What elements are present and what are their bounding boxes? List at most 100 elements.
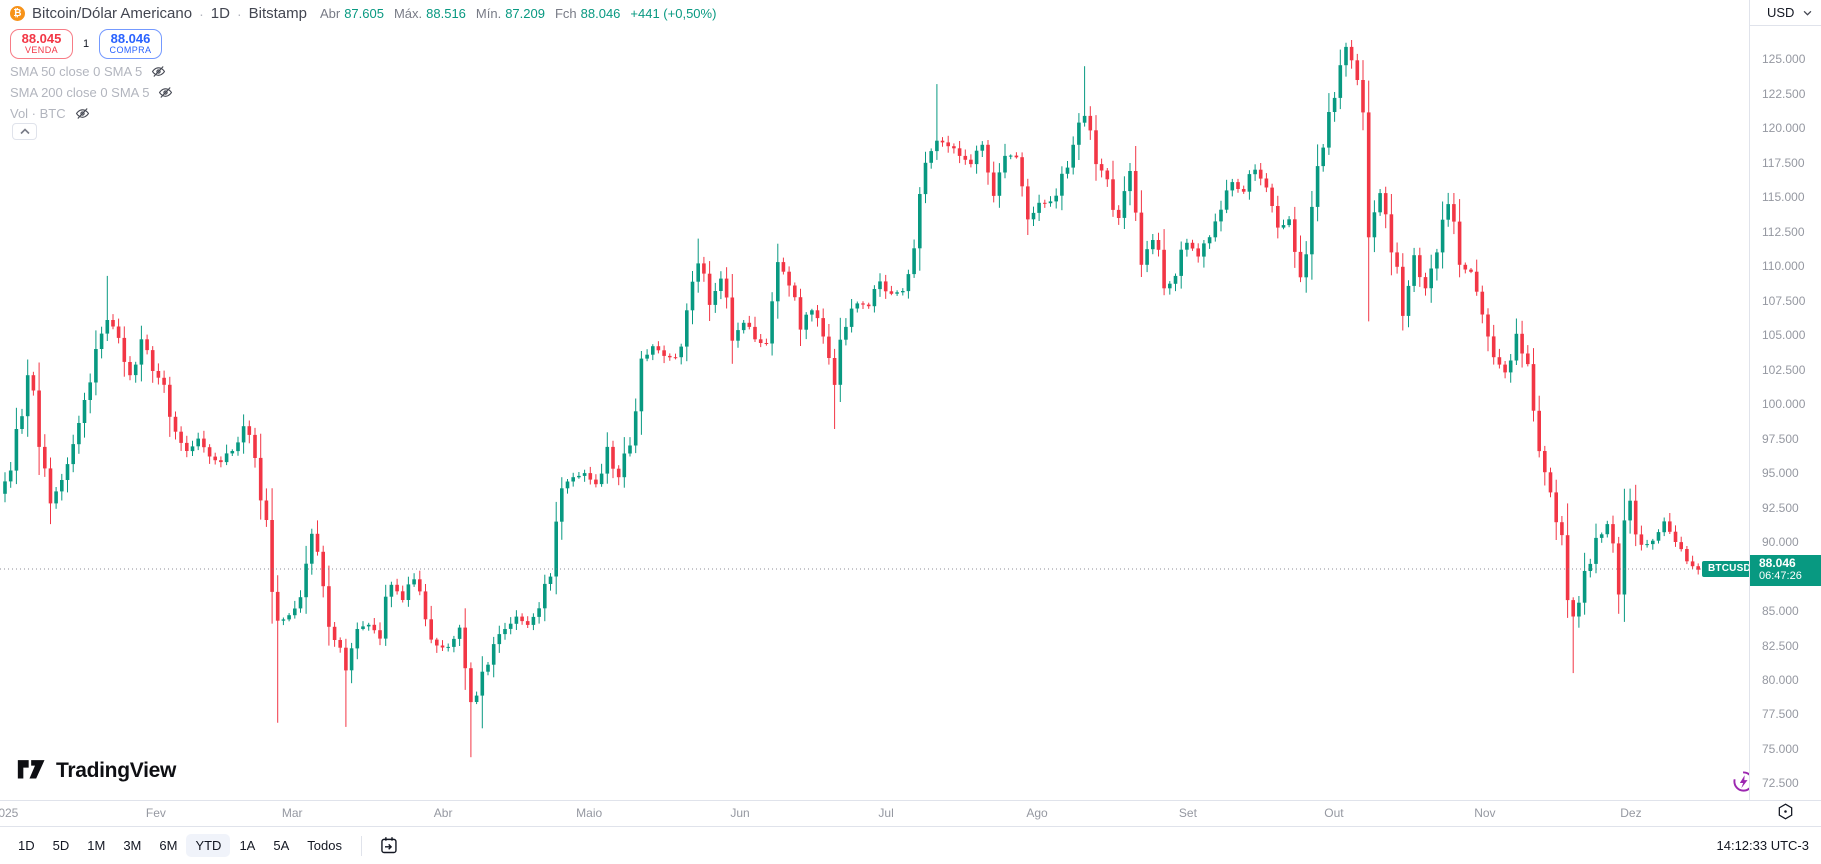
- bar-countdown: 06:47:26: [1759, 570, 1802, 583]
- time-axis[interactable]: 2025 Fev Mar Abr Maio Jun Jul Ago Set Out Nov Dez: [0, 801, 1749, 827]
- time-tick-label: Mar: [281, 806, 303, 820]
- time-tick-label: Nov: [1474, 806, 1496, 820]
- tradingview-logo-text: TradingView: [56, 759, 177, 782]
- price-tick-label: 102.500: [1762, 362, 1806, 377]
- last-price-value: 88.046: [1759, 555, 1796, 570]
- high-label: Máx.: [393, 6, 423, 21]
- chevron-down-icon: [1803, 10, 1812, 16]
- low-label: Mín.: [475, 6, 502, 21]
- exchange-label[interactable]: Bitstamp: [248, 5, 307, 22]
- time-tick-label: Fev: [145, 806, 166, 820]
- sell-label: VENDA: [24, 45, 58, 56]
- chevron-up-icon: [19, 128, 30, 135]
- scale-settings-icon[interactable]: [1776, 802, 1795, 826]
- collapse-legend-button[interactable]: [12, 123, 37, 140]
- boost-flash-icon[interactable]: [1732, 770, 1749, 798]
- range-button-1m[interactable]: 1M: [87, 838, 106, 853]
- indicator-row-sma200[interactable]: SMA 200 close 0 SMA 5: [10, 82, 173, 103]
- range-button-ytd[interactable]: YTD: [186, 834, 231, 857]
- indicator-title: SMA 200 close 0 SMA 5: [10, 85, 150, 100]
- price-tick-label: 82.500: [1762, 638, 1799, 653]
- symbol-header: ₿ Bitcoin/Dólar Americano · 1D · Bitstam…: [10, 5, 716, 22]
- time-tick-label: Jul: [878, 806, 894, 820]
- open-value: 87.605: [344, 6, 384, 21]
- axis-corner: [1749, 801, 1821, 827]
- range-selector: 1D 5D 1M 3M 6M YTD 1A 5A Todos: [0, 832, 405, 859]
- range-button-3m[interactable]: 3M: [123, 838, 142, 853]
- price-tick-label: 117.500: [1762, 155, 1805, 170]
- symbol-name[interactable]: Bitcoin/Dólar Americano: [32, 5, 193, 22]
- go-to-date-button[interactable]: [372, 832, 405, 859]
- price-tick-label: 105.000: [1762, 328, 1806, 343]
- calendar-goto-icon: [381, 837, 397, 854]
- price-axis[interactable]: USD 125.000 122.500 120.000 117.500 115.000 1…: [1749, 0, 1821, 800]
- ohlc-readout: Abr 87.605 Máx. 88.516 Mín. 87.209 Fch 8…: [320, 6, 716, 21]
- price-tick-label: 110.000: [1762, 259, 1805, 274]
- price-tick-label: 97.500: [1762, 431, 1799, 446]
- indicator-row-sma50[interactable]: SMA 50 close 0 SMA 5: [10, 61, 173, 82]
- price-tick-label: 72.500: [1762, 776, 1799, 791]
- interval-label[interactable]: 1D: [210, 5, 230, 22]
- chart-plot-area[interactable]: ₿ Bitcoin/Dólar Americano · 1D · Bitstam…: [0, 0, 1749, 800]
- indicator-title: Vol · BTC: [10, 106, 66, 121]
- time-tick-label: Ago: [1026, 806, 1048, 820]
- indicator-legend: SMA 50 close 0 SMA 5 SMA 200 close 0 SMA…: [10, 61, 173, 124]
- price-tick-label: 107.500: [1762, 293, 1806, 308]
- time-tick-label: Dez: [1620, 806, 1642, 820]
- currency-dropdown[interactable]: USD: [1750, 0, 1821, 26]
- close-value: 88.046: [580, 6, 621, 21]
- time-tick-label: Out: [1324, 806, 1344, 820]
- buy-label: COMPRA: [109, 45, 152, 56]
- price-tick-label: 80.000: [1762, 673, 1799, 687]
- time-tick-label: Maio: [576, 806, 603, 820]
- time-tick-label: Set: [1178, 806, 1197, 820]
- time-tick-label: Jun: [730, 806, 750, 820]
- indicator-title: SMA 50 close 0 SMA 5: [10, 64, 143, 79]
- indicator-row-volume[interactable]: Vol · BTC: [10, 103, 173, 124]
- price-tick-label: 90.000: [1762, 535, 1799, 550]
- currency-label: USD: [1767, 5, 1795, 20]
- time-tick-label: Abr: [433, 806, 453, 820]
- price-tick-label: 122.500: [1762, 86, 1806, 101]
- buy-price: 88.046: [110, 31, 151, 47]
- separator-dot: ·: [236, 5, 242, 22]
- sell-button[interactable]: 88.045 VENDA: [10, 29, 73, 59]
- time-tick-label: 2025: [0, 806, 19, 820]
- price-tick-label: 95.000: [1762, 466, 1799, 481]
- symbol-price-tag: BTCUSD: [1702, 560, 1749, 577]
- candlestick-canvas[interactable]: [0, 0, 1749, 800]
- price-tick-label: 85.000: [1762, 604, 1799, 619]
- price-tick-label: 100.000: [1762, 397, 1806, 412]
- range-button-5d[interactable]: 5D: [52, 838, 70, 853]
- session-clock[interactable]: 14:12:33 UTC-3: [1716, 838, 1810, 853]
- range-button-1a[interactable]: 1A: [239, 838, 256, 853]
- range-button-todos[interactable]: Todos: [307, 838, 342, 853]
- eye-off-icon[interactable]: [75, 106, 90, 121]
- toolbar-divider: [360, 835, 362, 856]
- tradingview-logo-icon: [17, 760, 45, 779]
- buy-button[interactable]: 88.046 COMPRA: [99, 29, 162, 59]
- range-button-1d[interactable]: 1D: [18, 838, 35, 853]
- tradingview-watermark[interactable]: TradingView: [17, 759, 176, 783]
- price-tick-label: 112.500: [1762, 224, 1805, 239]
- close-label: Fch: [554, 6, 577, 21]
- high-value: 88.516: [426, 6, 466, 21]
- price-tick-label: 115.000: [1762, 190, 1805, 205]
- range-button-6m[interactable]: 6M: [159, 838, 178, 853]
- price-tick-label: 125.000: [1762, 52, 1806, 67]
- open-label: Abr: [319, 6, 341, 21]
- price-tick-label: 75.000: [1762, 741, 1799, 756]
- spread-value: 1: [82, 38, 90, 50]
- separator-dot: ·: [199, 5, 204, 22]
- eye-off-icon[interactable]: [158, 85, 173, 100]
- price-tick-label: 77.500: [1762, 707, 1799, 722]
- change-value: +441 (+0,50%): [630, 6, 717, 21]
- sell-price: 88.045: [21, 31, 62, 47]
- eye-off-icon[interactable]: [151, 64, 166, 79]
- bitcoin-logo-icon: ₿: [10, 6, 25, 21]
- bottom-toolbar: 1D 5D 1M 3M 6M YTD 1A 5A Todos 14:12:33 UTC-3: [0, 826, 1821, 864]
- range-button-5a[interactable]: 5A: [273, 838, 290, 853]
- price-tick-label: 92.500: [1762, 500, 1799, 515]
- time-axis-row: 2025 Fev Mar Abr Maio Jun Jul Ago Set Out Nov Dez: [0, 800, 1821, 826]
